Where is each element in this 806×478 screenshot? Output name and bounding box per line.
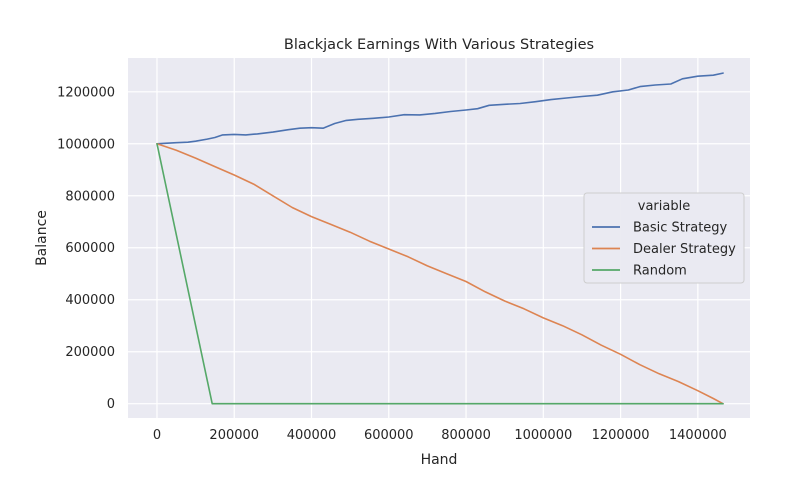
y-tick-label: 0 [107,397,115,412]
legend-label-basic-strategy: Basic Strategy [633,221,728,236]
y-tick-label: 1200000 [57,85,115,100]
legend-box [583,192,745,284]
tick-labels: 0 200000 400000 600000 800000 1000000 1200000 1… [57,85,727,443]
legend-label-random: Random [633,264,687,279]
x-tick-label: 800000 [441,428,491,443]
y-tick-label: 200000 [65,345,115,360]
x-axis-title: Hand [421,452,458,468]
legend-label-dealer-strategy: Dealer Strategy [633,242,736,257]
x-tick-label: 0 [153,428,161,443]
x-tick-label: 400000 [287,428,337,443]
y-tick-label: 1000000 [57,137,115,152]
x-tick-label: 600000 [364,428,414,443]
x-tick-label: 1400000 [669,428,727,443]
series-line-random [156,143,724,405]
series-lines [156,72,724,405]
legend-title: variable [638,199,690,214]
legend[interactable]: variable Basic Strategy Dealer Strategy Ra… [583,192,745,284]
y-axis-title: Balance [34,210,50,266]
x-tick-label: 1000000 [514,428,572,443]
y-tick-label: 800000 [65,189,115,204]
x-tick-label: 200000 [209,428,259,443]
series-line-basic-strategy [156,72,724,145]
y-tick-label: 400000 [65,293,115,308]
series-line-dealer-strategy [156,143,724,405]
legend-items: Basic Strategy Dealer Strategy Random [592,221,736,279]
y-tick-label: 600000 [65,241,115,256]
chart-title: Blackjack Earnings With Various Strategi… [284,37,594,53]
x-tick-label: 1200000 [592,428,650,443]
